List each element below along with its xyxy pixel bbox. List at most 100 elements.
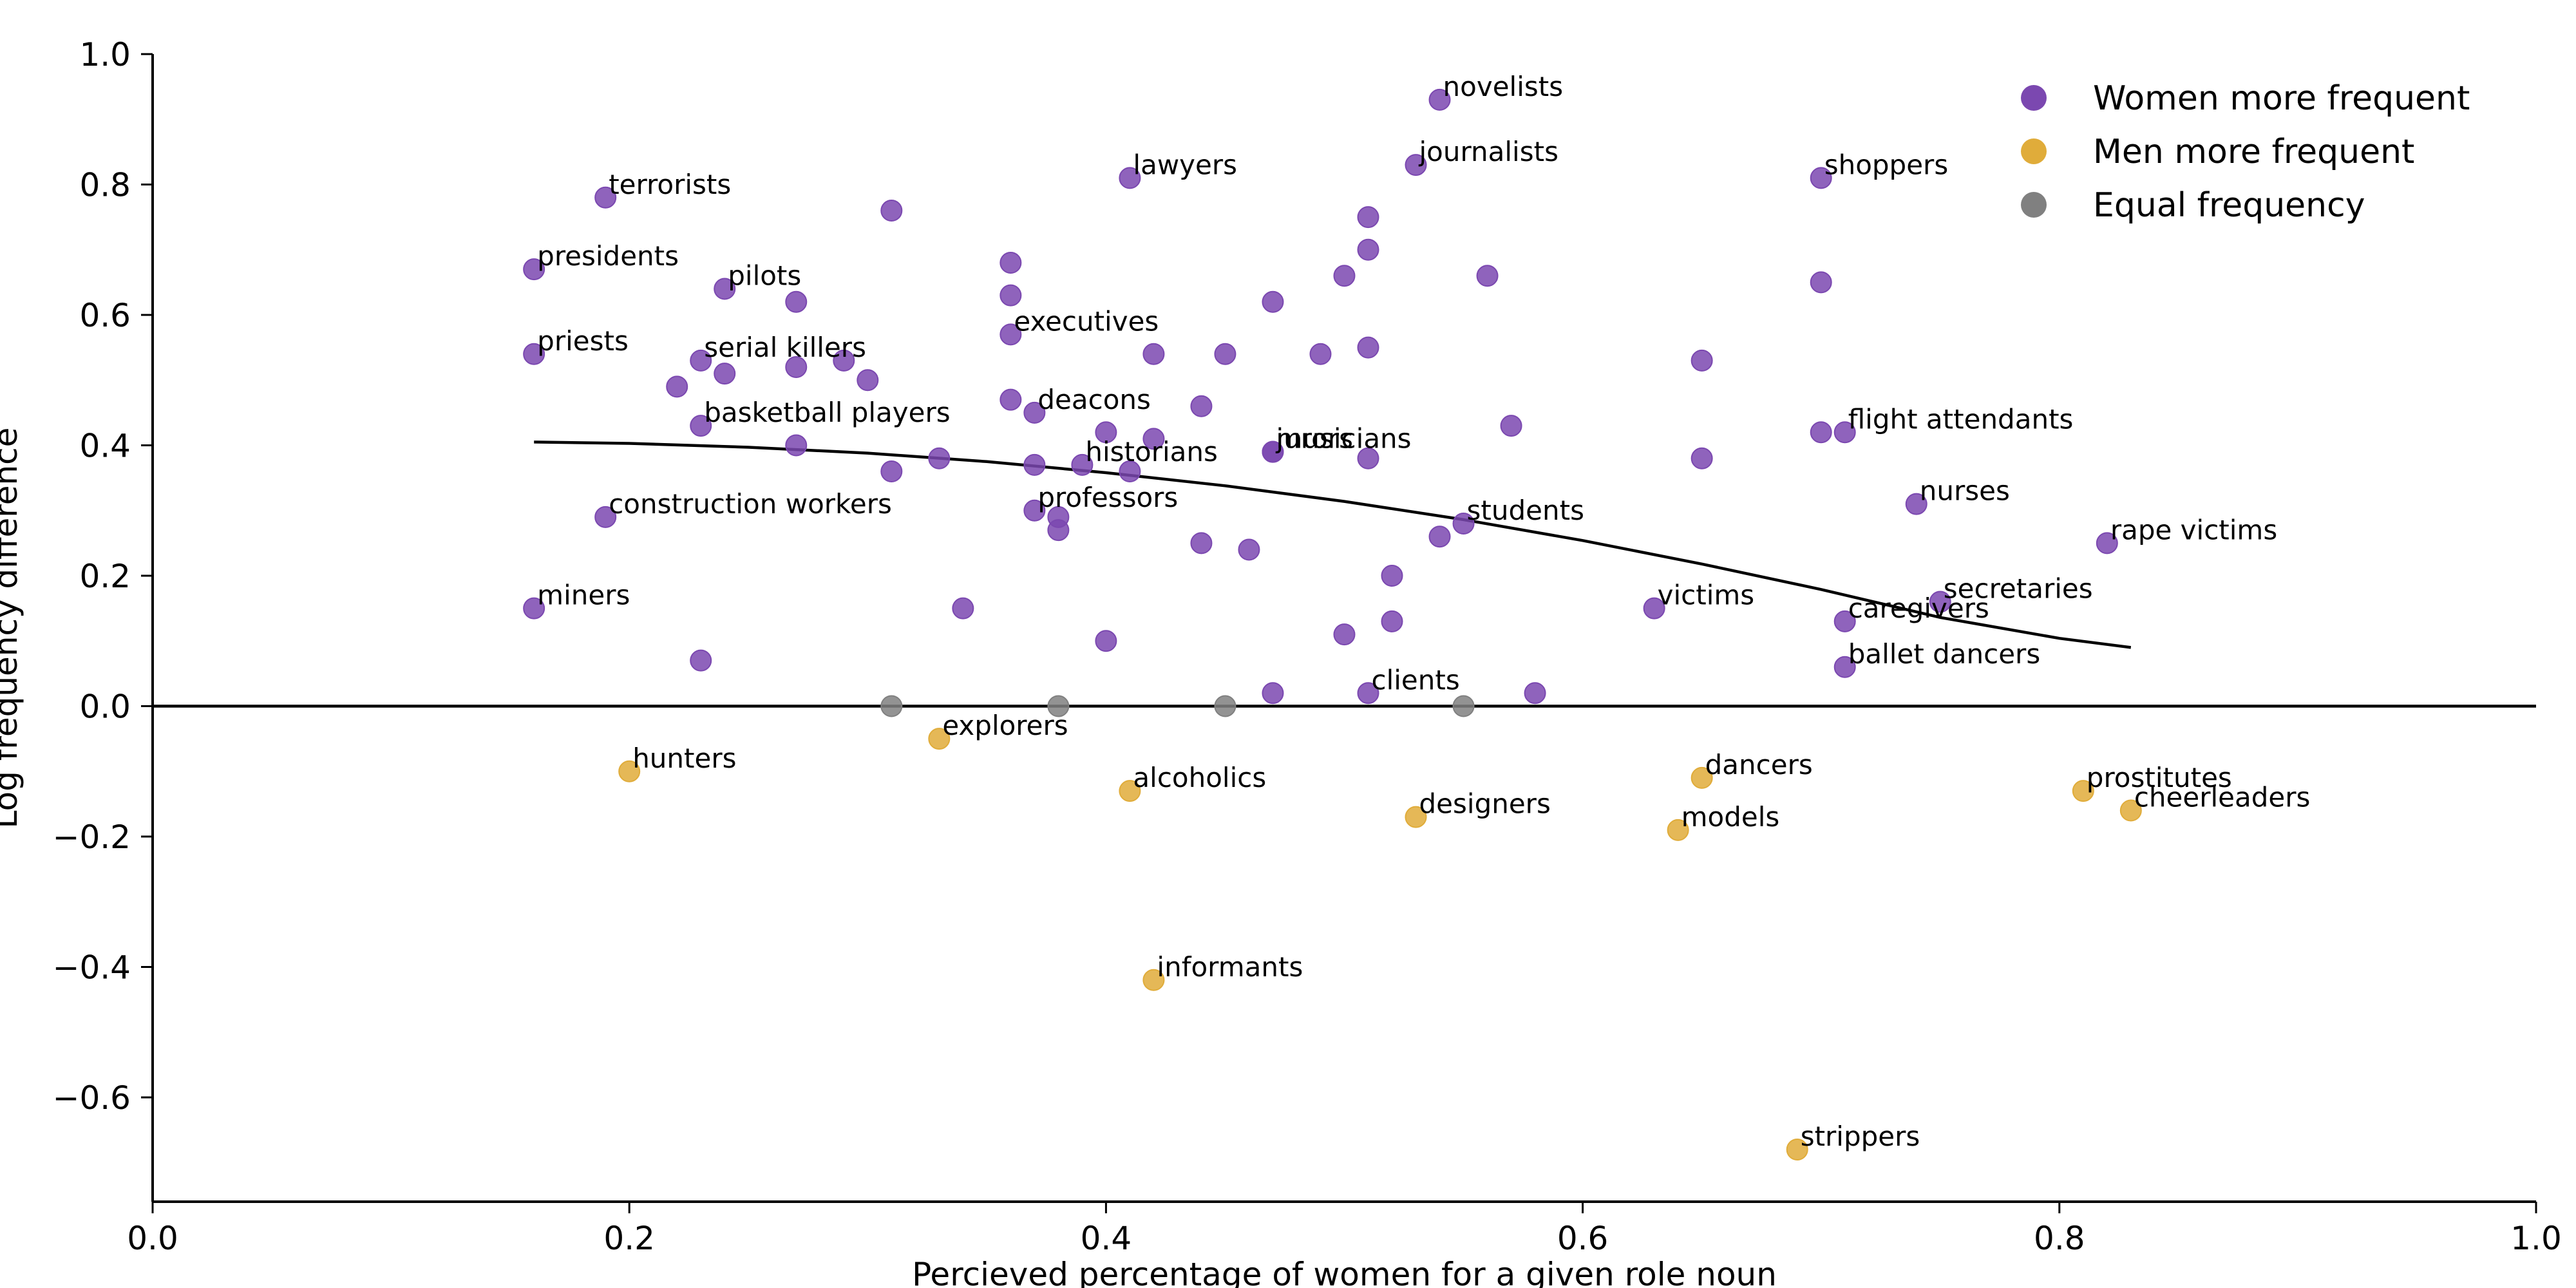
point-label: caregivers (1848, 592, 1989, 624)
data-point-women (1357, 682, 1379, 705)
data-point-women (1524, 682, 1546, 705)
data-point-women (1119, 460, 1141, 482)
point-label: flight attendants (1848, 403, 2074, 435)
point-label: professors (1037, 482, 1178, 513)
legend-label: Men more frequent (2093, 133, 2414, 171)
data-point-women (1405, 154, 1427, 176)
data-point-women (1690, 447, 1713, 469)
data-point-women (1357, 447, 1379, 469)
x-tick-label: 0.0 (127, 1220, 178, 1257)
data-point-women (523, 258, 545, 281)
data-point-women (690, 649, 712, 672)
data-point-women (1905, 493, 1927, 515)
data-point-women (690, 415, 712, 437)
data-point-women (2096, 532, 2118, 554)
data-point-men (2072, 780, 2094, 802)
data-point-women (880, 460, 903, 482)
data-point-women (928, 447, 951, 469)
point-label: shoppers (1824, 149, 1949, 180)
data-point-men (1405, 806, 1427, 828)
legend: Women more frequent Men more frequent Equa… (2021, 79, 2470, 225)
point-label: novelists (1443, 71, 1564, 102)
data-point-women (1333, 265, 1356, 287)
legend-marker-women (2021, 85, 2047, 111)
point-label: historians (1085, 436, 1218, 468)
point-label: construction workers (609, 488, 892, 520)
data-point-women (1690, 349, 1713, 372)
data-point-women (999, 252, 1022, 274)
data-point-women (999, 323, 1022, 346)
y-tick-label: 0.8 (79, 167, 131, 204)
data-point-women (952, 597, 974, 620)
point-label: explorers (942, 710, 1068, 741)
data-point-men (2119, 799, 2142, 822)
data-point-women (857, 369, 879, 392)
data-point-women (1643, 597, 1665, 620)
point-label: strippers (1801, 1121, 1920, 1152)
data-point-women (1357, 336, 1379, 359)
data-point-women (1023, 401, 1046, 424)
x-tick-label: 0.6 (1557, 1220, 1609, 1257)
point-label: alcoholics (1133, 762, 1266, 793)
point-label: secretaries (1944, 573, 2093, 605)
data-point-men (1142, 969, 1165, 991)
data-point-women (1119, 167, 1141, 189)
data-point-men (1786, 1139, 1808, 1160)
point-label: jurors (1275, 423, 1352, 455)
data-point-women (1428, 88, 1451, 111)
legend-marker-equal (2021, 192, 2047, 218)
data-point-women (1047, 519, 1070, 542)
data-point-women (1381, 610, 1403, 632)
y-tick-label: 0.0 (79, 688, 131, 726)
data-point-women (666, 375, 688, 398)
point-label: serial killers (704, 332, 866, 363)
data-point-women (594, 506, 617, 528)
data-point-women (1023, 453, 1046, 476)
point-label: students (1467, 495, 1584, 526)
data-point-men (928, 728, 951, 750)
data-point-women (1381, 565, 1403, 587)
data-point-women (1095, 421, 1117, 444)
data-point-equal (1214, 695, 1236, 717)
point-label: terrorists (609, 169, 731, 200)
x-axis-label: Percieved percentage of women for a give… (912, 1256, 1777, 1288)
data-point-women (690, 349, 712, 372)
point-label: executives (1014, 305, 1159, 337)
y-tick-label: −0.6 (53, 1079, 131, 1117)
point-label: basketball players (704, 397, 950, 428)
point-label: hunters (632, 743, 736, 774)
point-labels: novelists lawyers journalists shoppers terro… (537, 71, 2310, 1152)
data-point-equal (880, 695, 903, 717)
point-label: clients (1372, 664, 1460, 696)
legend-label: Women more frequent (2093, 79, 2470, 118)
point-label: prostitutes (2087, 762, 2232, 793)
data-point-women (1142, 343, 1165, 365)
data-point-women (1357, 206, 1379, 229)
data-point-women (1023, 499, 1046, 522)
point-label: dancers (1705, 749, 1813, 781)
legend-label: Equal frequency (2093, 186, 2365, 225)
data-point-women (1500, 415, 1522, 437)
data-point-men (1667, 819, 1689, 841)
data-point-women (1238, 538, 1260, 561)
x-tick-label: 0.8 (2034, 1220, 2085, 1257)
data-point-women (1810, 421, 1832, 444)
data-point-women (1262, 440, 1284, 463)
data-point-women (785, 356, 808, 378)
data-points (523, 88, 2142, 1160)
point-label: victims (1658, 580, 1755, 611)
data-point-men (618, 760, 641, 782)
x-tick-label: 1.0 (2510, 1220, 2562, 1257)
legend-marker-men (2021, 138, 2047, 164)
data-point-women (1357, 238, 1379, 261)
point-label: deacons (1037, 384, 1151, 415)
point-label: nurses (1920, 475, 2010, 507)
y-tick-label: −0.2 (53, 819, 131, 856)
point-label: ballet dancers (1848, 638, 2041, 670)
point-label: cheerleaders (2134, 782, 2311, 813)
data-point-women (1452, 513, 1475, 535)
data-point-women (714, 278, 736, 300)
point-label: designers (1419, 788, 1551, 820)
y-tick-label: 0.6 (79, 297, 131, 334)
